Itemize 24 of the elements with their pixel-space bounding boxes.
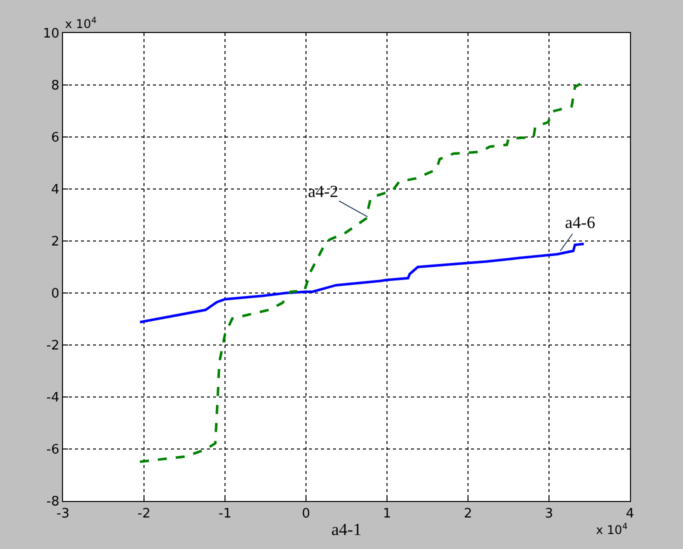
- y-tick-label: 0: [51, 286, 60, 302]
- y-tick-label: 8: [51, 78, 60, 94]
- y-tick-label: -2: [46, 338, 60, 354]
- annotation: a4-6: [565, 213, 596, 232]
- x-tick-label: -2: [138, 506, 150, 522]
- x-axis-title: a4-1: [331, 520, 362, 539]
- x-tick-label: 4: [626, 506, 634, 522]
- x-tick-label: 2: [464, 506, 472, 522]
- y-tick-label: 2: [51, 234, 60, 250]
- y-tick-label: 10: [42, 26, 60, 42]
- x-tick-label: 0: [302, 506, 310, 522]
- x-tick-label: 1: [382, 506, 392, 522]
- y-tick-label: 4: [51, 182, 60, 198]
- y-tick-label: -4: [46, 390, 60, 406]
- y-tick-label: -6: [46, 442, 60, 458]
- annotation: a4-2: [308, 182, 338, 201]
- x-tick-label: -1: [218, 506, 232, 522]
- x-tick-label: -3: [56, 506, 70, 522]
- y-tick-label: 6: [51, 130, 60, 146]
- line-series: [138, 242, 586, 324]
- text: x 10$^{4}$: [596, 521, 628, 538]
- text: x 10$^{4}$: [65, 15, 97, 32]
- x-tick-label: 3: [544, 506, 554, 522]
- y-tick-label: -8: [46, 494, 60, 510]
